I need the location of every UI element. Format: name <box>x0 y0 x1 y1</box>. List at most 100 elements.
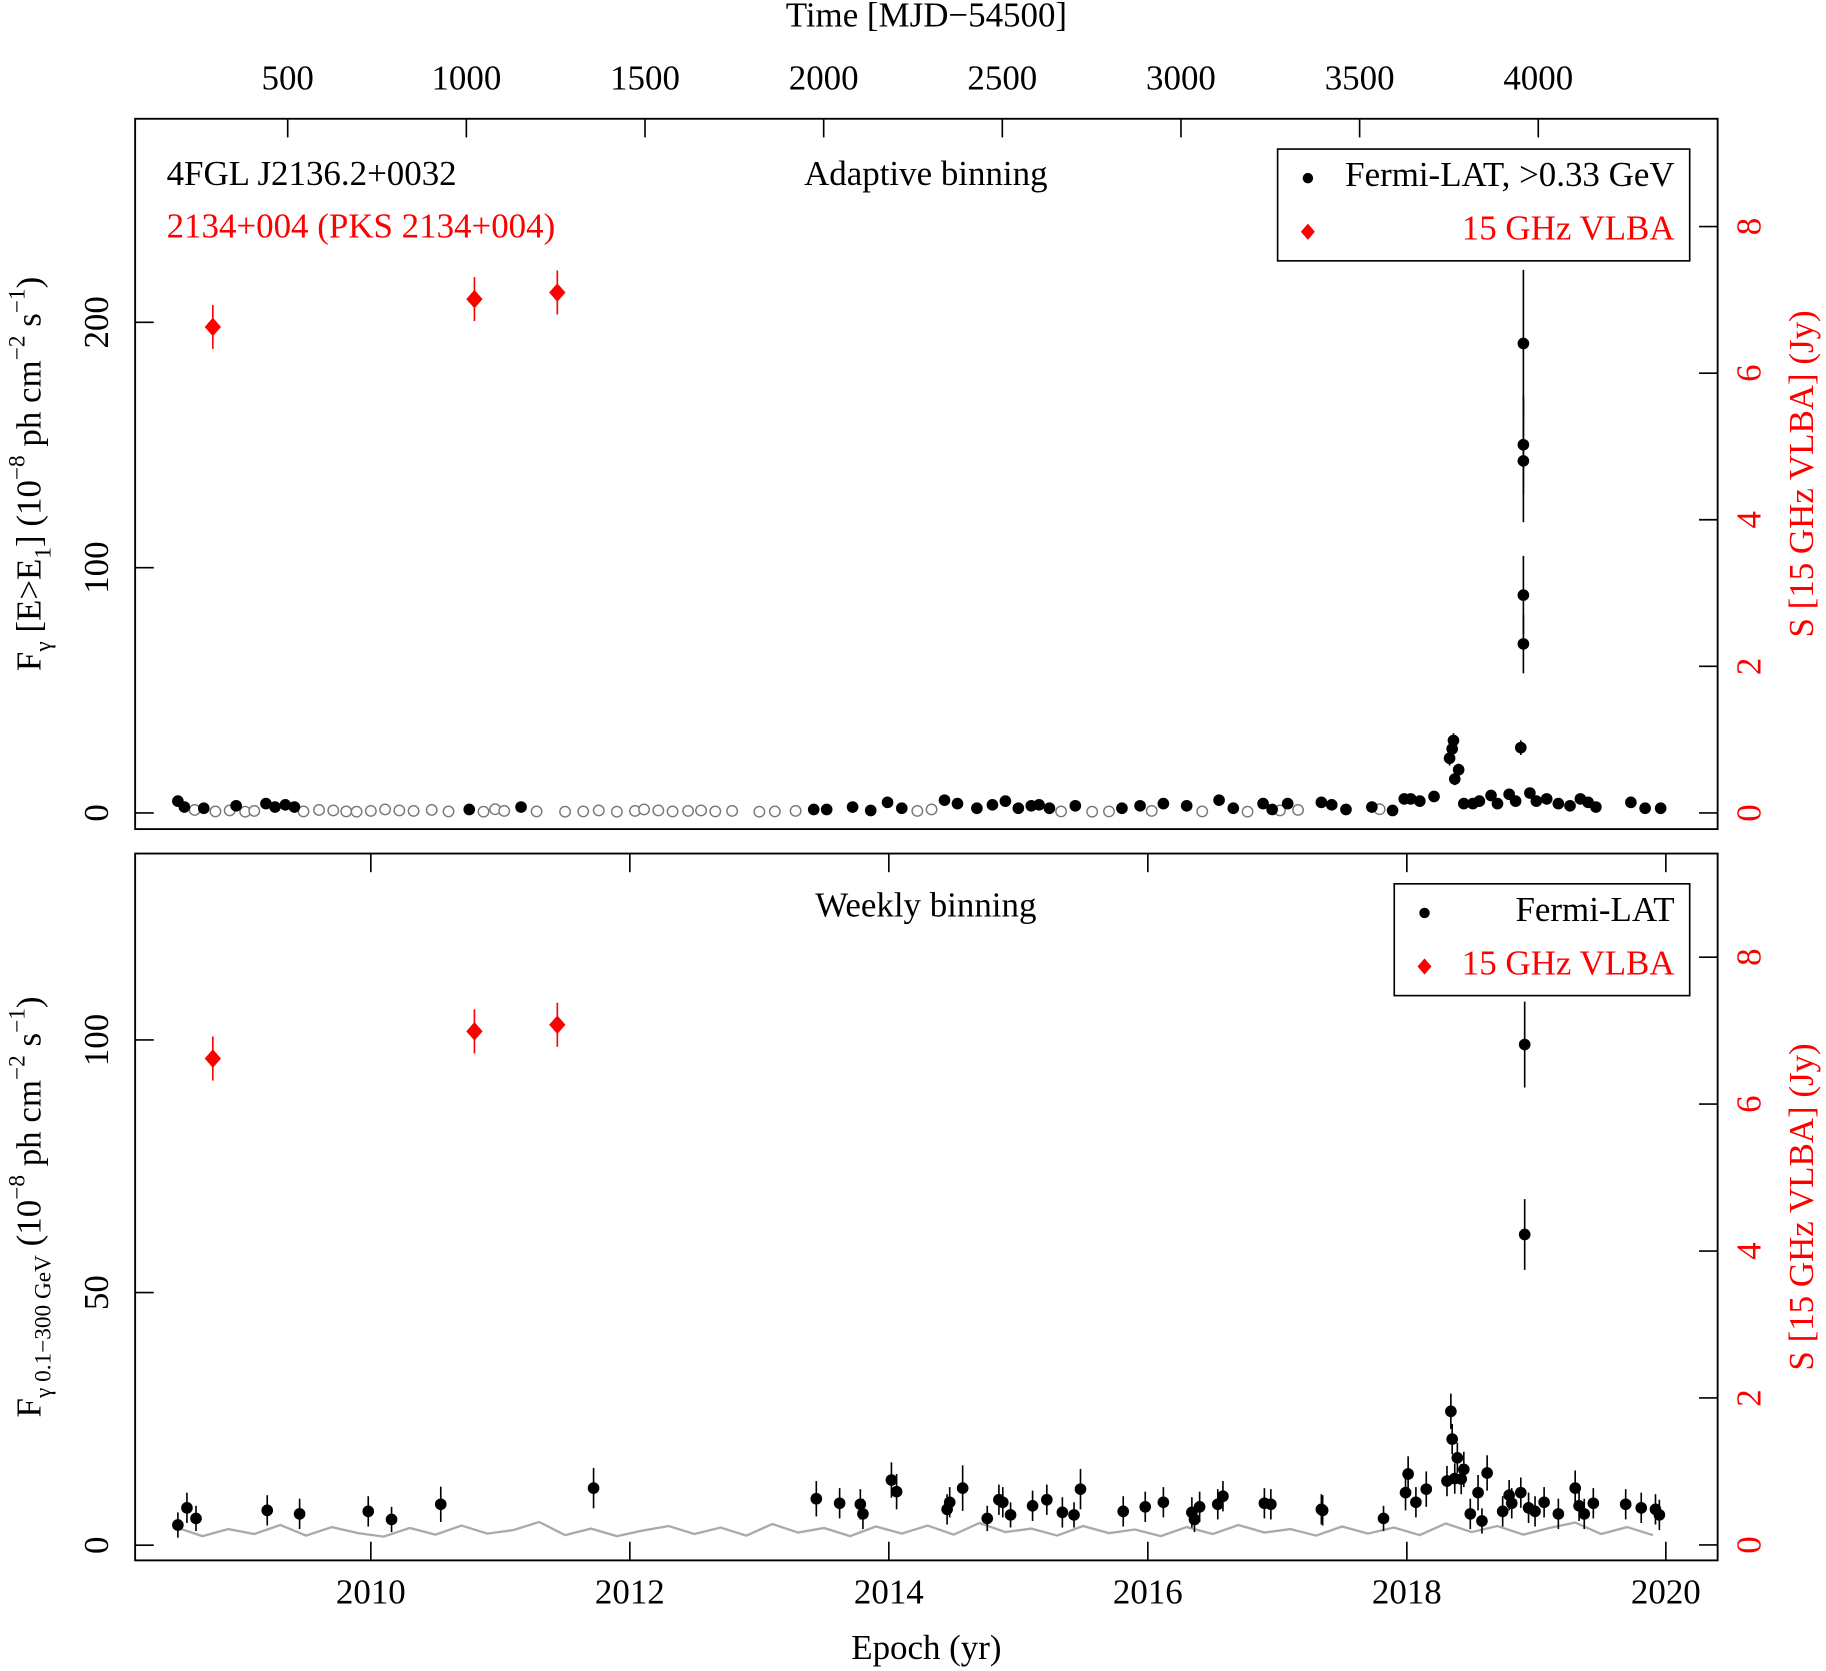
data-point-open <box>297 805 310 818</box>
y2-tick-label: 0 <box>1730 804 1769 821</box>
y-axis-label-part: −2 <box>5 1055 31 1080</box>
data-point <box>996 1496 1009 1509</box>
annotation: 4FGL J2136.2+0032 <box>167 154 457 193</box>
data-point <box>1420 1483 1433 1495</box>
data-point <box>1033 798 1045 811</box>
data-point-open <box>666 805 679 818</box>
y2-tick-label: 8 <box>1730 218 1769 235</box>
data-point <box>807 803 820 816</box>
data-point-open <box>695 804 707 817</box>
data-point <box>1625 796 1637 809</box>
data-point-diamond <box>549 283 566 302</box>
data-point <box>1505 1497 1518 1510</box>
data-point <box>1518 1038 1531 1051</box>
data-point <box>1041 1493 1053 1506</box>
y-axis-label-part: [E>E <box>10 559 49 642</box>
data-point <box>261 1504 274 1517</box>
y2-axis-label: S [15 GHz VLBA] (Jy) <box>1782 310 1821 637</box>
data-point-open <box>313 804 325 816</box>
data-point <box>1404 793 1417 805</box>
data-point <box>846 801 859 813</box>
data-point <box>1117 1505 1130 1518</box>
upper-limit-line <box>176 1520 1654 1538</box>
data-point <box>1653 1509 1666 1521</box>
data-point-open <box>726 805 739 817</box>
data-point <box>1530 795 1543 807</box>
data-point <box>1410 1496 1422 1509</box>
data-point-diamond <box>466 1022 483 1041</box>
data-point <box>951 797 964 810</box>
data-point <box>1517 589 1530 601</box>
data-point <box>1529 1505 1541 1518</box>
data-point-open <box>209 805 222 818</box>
data-point <box>1213 794 1225 806</box>
data-point <box>1188 1513 1201 1526</box>
data-point <box>1386 804 1399 817</box>
data-point <box>1517 438 1530 451</box>
data-point <box>1266 803 1278 816</box>
data-point <box>1552 797 1565 810</box>
data-point <box>1619 1498 1632 1511</box>
data-point <box>1587 1497 1600 1510</box>
data-point <box>1193 1500 1206 1513</box>
y2-tick-label: 2 <box>1730 1389 1769 1406</box>
x-tick-label: 2012 <box>595 1572 665 1611</box>
data-point <box>1473 795 1486 807</box>
data-point <box>1476 1515 1488 1527</box>
x-tick-label: 2020 <box>1631 1572 1701 1611</box>
data-point-open <box>1145 805 1158 817</box>
data-point <box>1524 787 1536 799</box>
y-axis-label-part: ph cm <box>10 1080 49 1175</box>
legend-box <box>1393 883 1691 997</box>
data-point-diamond <box>204 1049 221 1068</box>
data-point-open <box>652 804 665 817</box>
y-axis-label-part: s <box>10 313 49 335</box>
data-point <box>1509 795 1522 807</box>
legend-box <box>1276 148 1691 262</box>
y-axis-label-part: ) <box>10 277 49 289</box>
data-point <box>1157 1496 1170 1509</box>
data-point-open <box>638 803 651 816</box>
data-point <box>1481 1467 1493 1479</box>
y-axis-label-part: γ 0.1−300 GeV <box>31 1255 57 1399</box>
data-point <box>1564 799 1576 812</box>
data-point <box>230 799 242 812</box>
data-point <box>260 797 272 810</box>
data-point <box>1043 802 1056 815</box>
data-point <box>956 1482 969 1494</box>
x2-tick-label: 2000 <box>789 59 859 98</box>
data-point <box>1325 798 1338 811</box>
data-point <box>1056 1506 1069 1519</box>
x2-tick-label: 1500 <box>610 59 680 98</box>
data-point-open <box>682 805 695 817</box>
y2-tick-label: 6 <box>1730 364 1769 381</box>
data-point <box>1496 1505 1509 1518</box>
data-point <box>864 804 877 817</box>
legend-label: Fermi-LAT <box>1515 890 1674 929</box>
legend-marker <box>1419 907 1430 919</box>
y-tick-label: 50 <box>77 1275 116 1310</box>
data-point <box>1654 802 1667 815</box>
x2-axis-label: Time [MJD−54500] <box>786 0 1067 35</box>
y-axis-label-part: −1 <box>5 1008 31 1033</box>
x-axis-label: Epoch (yr) <box>851 1628 1001 1667</box>
x-tick-label: 2016 <box>1113 1572 1183 1611</box>
y-axis-label-part: s <box>10 1033 49 1055</box>
data-point <box>1635 1502 1648 1514</box>
y2-tick-label: 8 <box>1730 948 1769 965</box>
y-tick-label: 0 <box>77 804 116 821</box>
data-point <box>1446 1433 1458 1445</box>
y-tick-label: 200 <box>77 296 116 348</box>
y2-tick-label: 4 <box>1730 511 1769 528</box>
data-point <box>1074 1483 1087 1495</box>
data-point <box>1026 1499 1039 1512</box>
data-point <box>1217 1490 1229 1503</box>
data-point <box>1366 801 1378 813</box>
data-point-open <box>789 805 802 817</box>
data-point-open <box>327 804 340 817</box>
y-axis-label-part: −1 <box>5 288 31 313</box>
data-point <box>178 801 191 813</box>
data-point-open <box>498 805 511 817</box>
data-point-open <box>364 805 377 817</box>
y2-tick-label: 2 <box>1730 658 1769 675</box>
